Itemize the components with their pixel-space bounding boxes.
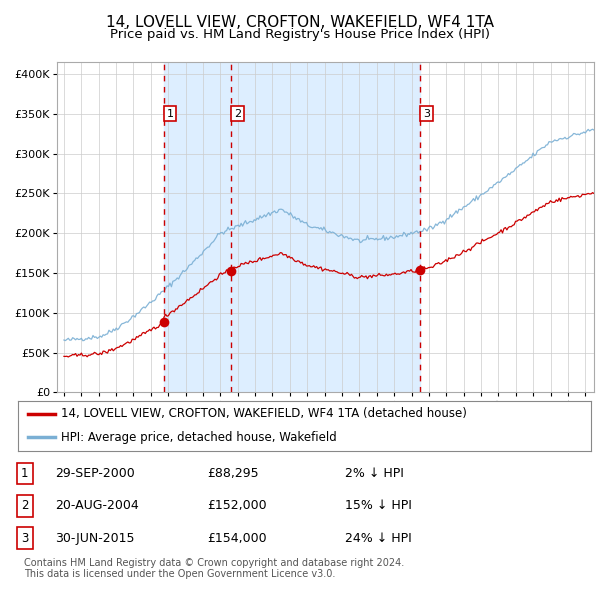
Text: HPI: Average price, detached house, Wakefield: HPI: Average price, detached house, Wake… <box>61 431 337 444</box>
Text: £88,295: £88,295 <box>207 467 259 480</box>
Text: Contains HM Land Registry data © Crown copyright and database right 2024.
This d: Contains HM Land Registry data © Crown c… <box>24 558 404 579</box>
Text: 20-AUG-2004: 20-AUG-2004 <box>55 499 139 513</box>
Text: £154,000: £154,000 <box>207 532 267 545</box>
Text: 2: 2 <box>234 109 241 119</box>
Text: 15% ↓ HPI: 15% ↓ HPI <box>344 499 412 513</box>
Text: Price paid vs. HM Land Registry's House Price Index (HPI): Price paid vs. HM Land Registry's House … <box>110 28 490 41</box>
Text: 3: 3 <box>423 109 430 119</box>
Text: 29-SEP-2000: 29-SEP-2000 <box>55 467 135 480</box>
Text: 1: 1 <box>21 467 29 480</box>
Text: 2: 2 <box>21 499 29 513</box>
Text: 3: 3 <box>21 532 29 545</box>
Text: 24% ↓ HPI: 24% ↓ HPI <box>344 532 412 545</box>
Text: 2% ↓ HPI: 2% ↓ HPI <box>344 467 403 480</box>
Text: £152,000: £152,000 <box>207 499 267 513</box>
Text: 14, LOVELL VIEW, CROFTON, WAKEFIELD, WF4 1TA: 14, LOVELL VIEW, CROFTON, WAKEFIELD, WF4… <box>106 15 494 30</box>
Bar <box>164 62 420 392</box>
Text: 1: 1 <box>166 109 173 119</box>
Text: 14, LOVELL VIEW, CROFTON, WAKEFIELD, WF4 1TA (detached house): 14, LOVELL VIEW, CROFTON, WAKEFIELD, WF4… <box>61 407 467 420</box>
Text: 30-JUN-2015: 30-JUN-2015 <box>55 532 135 545</box>
